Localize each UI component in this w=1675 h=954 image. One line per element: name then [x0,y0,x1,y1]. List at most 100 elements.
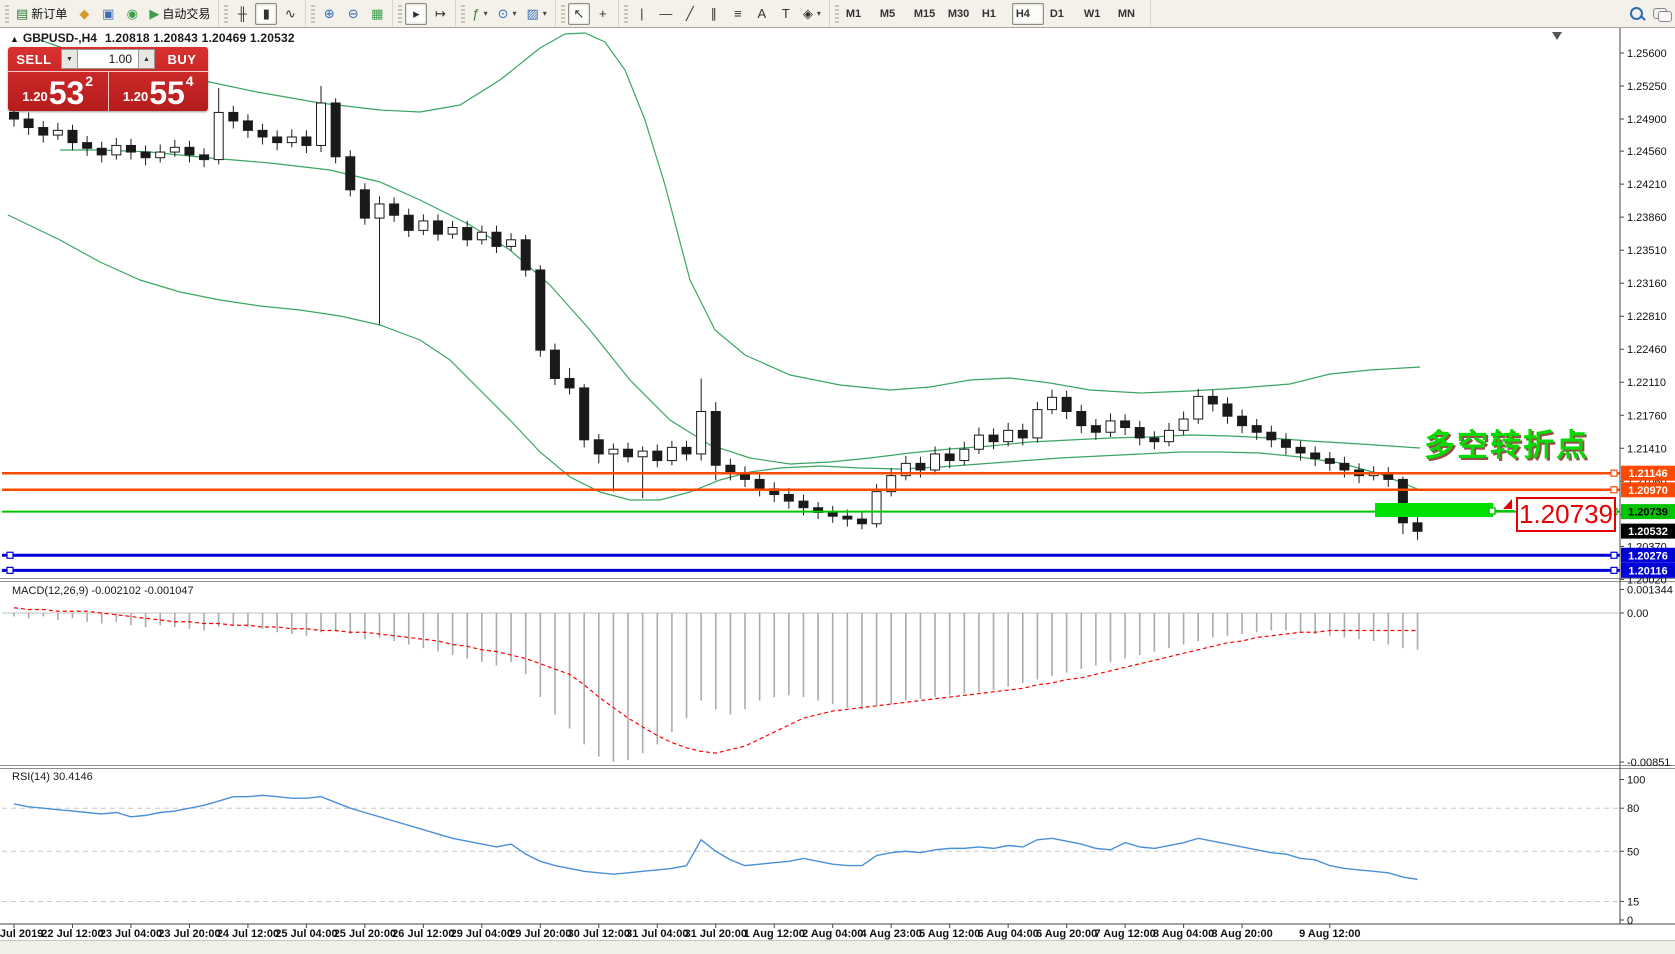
buy-price-sup: 4 [185,73,194,89]
candle-body [242,120,253,131]
candle-body [228,111,239,122]
volume-increase-button[interactable]: ▲ [138,49,155,69]
tf-h1-button[interactable]: H1 [978,3,1010,25]
ohlc-high: 1.20843 [153,31,199,45]
chevron-down-icon[interactable]: ▾ [816,9,821,18]
line-icon: ∿ [284,6,296,21]
candlestick-button[interactable]: ▮ [255,2,278,25]
chevron-down-icon[interactable]: ▾ [512,9,517,18]
text-button[interactable]: A [751,3,773,25]
toolbar-grip[interactable] [311,4,316,23]
buy-price-prefix: 1.20 [122,89,149,104]
time-label: 8 Aug 20:00 [1211,928,1272,940]
candle-body [418,220,429,231]
panel-collapse-icon[interactable]: ▲ [10,34,19,44]
vertical-line-button[interactable]: | [631,3,653,25]
trendline-button[interactable]: ╱ [679,3,701,25]
tile-windows-button[interactable]: ▦ [366,3,388,25]
tf-m1-button[interactable]: M1 [842,3,874,25]
time-label: 29 Jul 20:00 [509,928,571,940]
fibonacci-icon: ≡ [734,6,742,21]
time-label: 4 Aug 23:00 [861,928,922,940]
new-order-button[interactable]: ▤ 新订单 [12,3,71,25]
candle-body [316,102,327,146]
signals-button[interactable]: ◉ [121,3,143,25]
ohlc-open: 1.20818 [104,31,150,45]
chart-shift-marker-icon[interactable] [1552,32,1562,40]
candle-body [856,518,867,525]
candle-body [944,453,955,462]
volume-input[interactable]: 1.00 [78,49,138,69]
sell-price[interactable]: 1.20 53 2 [8,72,109,111]
price-tick-label: 1.24560 [1627,146,1667,158]
channel-button[interactable]: ∥ [703,3,725,25]
autotrading-button[interactable]: ▶ 自动交易 [145,3,214,25]
tf-w1-button[interactable]: W1 [1080,3,1112,25]
candle-body [125,144,136,153]
buy-price[interactable]: 1.20 55 4 [109,72,209,111]
chevron-down-icon[interactable]: ▾ [542,9,547,18]
horizontal-line-button[interactable]: — [655,3,677,25]
time-label: 22 Jul 12:00 [41,928,103,940]
line-handle[interactable] [6,551,14,559]
line-chart-button[interactable]: ∿ [279,3,301,25]
candle-body [96,147,107,156]
auto-scroll-button[interactable]: ▸ [405,2,428,25]
tf-m15-button[interactable]: M15 [910,3,942,25]
label-button[interactable]: T [775,3,797,25]
shapes-button[interactable]: ◈ ▾ [799,3,825,25]
toolbar-grip[interactable] [5,4,9,23]
toolbar-grip[interactable] [623,4,628,23]
price-label-1.20116: 1.20116 [1628,565,1667,577]
green-rectangle-object[interactable] [1375,503,1493,517]
toolbar-grip[interactable] [461,4,466,23]
time-label: 5 Aug 12:00 [919,928,980,940]
toolbar-grip[interactable] [398,4,403,23]
candle-body [696,410,707,455]
label-marker [1610,469,1618,477]
chevron-down-icon[interactable]: ▾ [483,9,488,18]
chart-shift-button[interactable]: ↦ [429,3,451,25]
status-bar [0,940,1675,954]
candle-body [389,203,400,216]
crosshair-button[interactable]: + [592,3,614,25]
periods-button[interactable]: ⊙ ▾ [494,3,521,25]
toolbar-grip[interactable] [224,4,229,23]
fibonacci-button[interactable]: ≡ [727,3,749,25]
time-label: 2 Aug 04:00 [802,928,863,940]
price-callout-box[interactable]: 1.20739 [1516,497,1616,532]
tf-m5-button[interactable]: M5 [876,3,908,25]
chat-icon[interactable] [1653,8,1672,22]
connector-handle[interactable] [1488,507,1496,515]
volume-decrease-button[interactable]: ▼ [61,49,78,69]
market-watch-button[interactable]: ◆ [73,3,95,25]
zoom-out-button[interactable]: ⊖ [342,3,364,25]
sell-button[interactable]: SELL [16,51,52,67]
toolbar-group-trade: ▤ 新订单 ◆ ▣ ◉ ▶ 自动交易 [0,0,220,27]
templates-button[interactable]: ▨ ▾ [523,3,551,25]
tf-mn-button[interactable]: MN [1114,3,1146,25]
rsi-scale-label: 50 [1627,846,1639,858]
candle-body [959,448,970,462]
toolbar-grip[interactable] [560,4,565,23]
tf-d1-button[interactable]: D1 [1046,3,1078,25]
data-window-button[interactable]: ▣ [97,3,119,25]
candle-body [1207,395,1218,405]
cursor-button[interactable]: ↖ [567,2,590,25]
candle-body [754,478,765,490]
indicators-button[interactable]: ƒ ▾ [468,3,491,25]
tf-h4-button[interactable]: H4 [1011,2,1044,25]
turning-point-annotation[interactable]: 多空转折点 [1424,428,1589,463]
search-icon[interactable] [1630,7,1643,20]
candle-body [930,453,941,471]
tf-m30-button[interactable]: M30 [944,3,976,25]
candle-body [491,231,502,247]
zoom-in-button[interactable]: ⊕ [318,3,340,25]
toolbar-grip[interactable] [834,4,839,23]
bar-chart-button[interactable]: ╫ [231,3,253,25]
line-handle[interactable] [6,566,14,574]
time-label: 31 Jul 04:00 [626,928,688,940]
buy-button[interactable]: BUY [167,51,197,67]
time-label: 29 Jul 04:00 [451,928,513,940]
